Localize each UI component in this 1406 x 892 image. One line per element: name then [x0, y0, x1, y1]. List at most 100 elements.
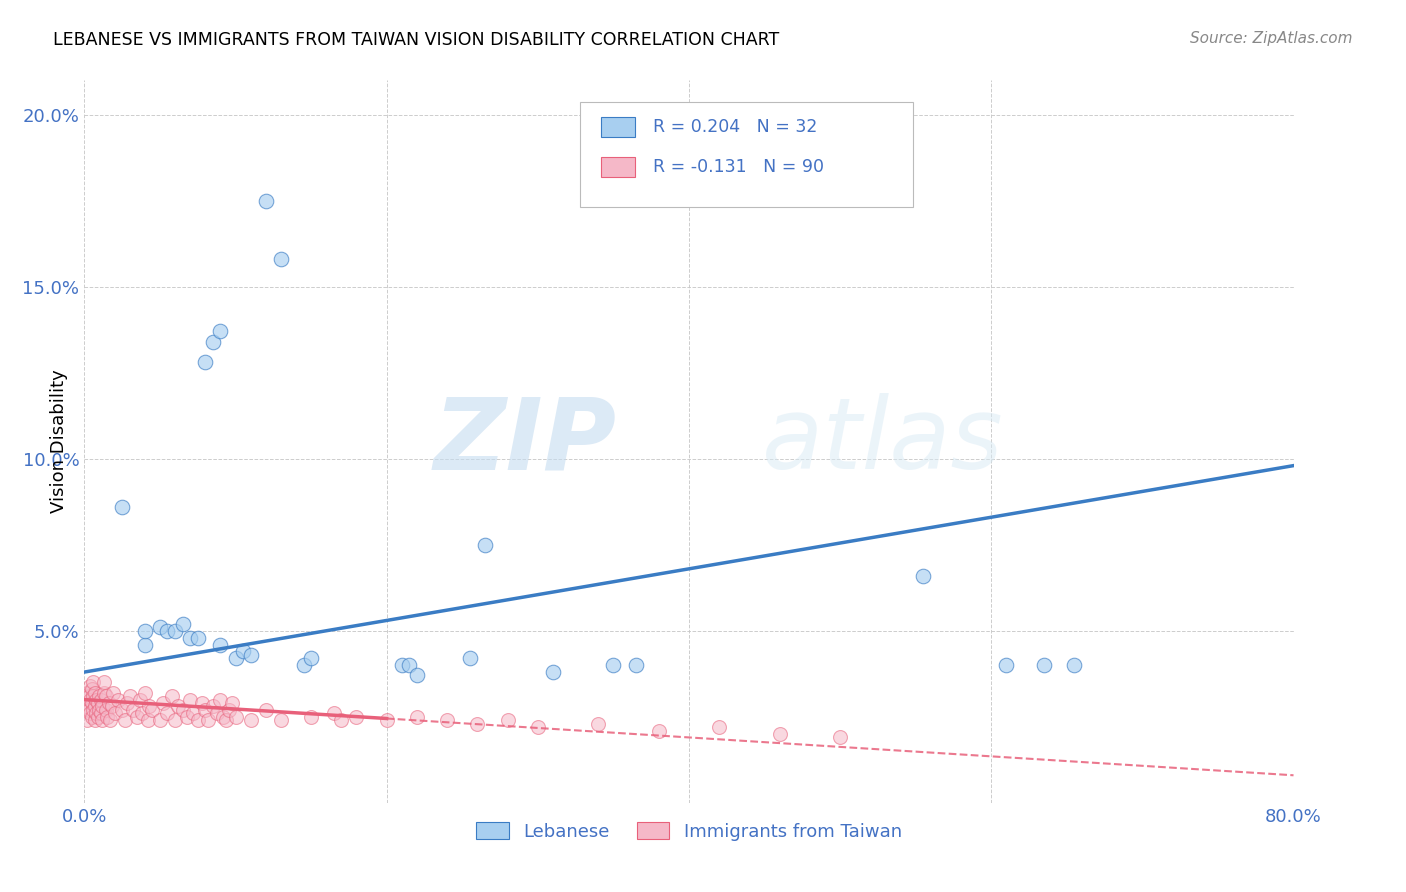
Point: [239, 648, 262, 662]
Point: [149, 620, 172, 634]
Point: [209, 325, 232, 339]
Point: [181, 706, 204, 721]
Point: [541, 665, 564, 679]
Point: [194, 703, 217, 717]
Point: [79, 692, 101, 706]
Point: [207, 706, 229, 721]
Point: [165, 624, 187, 638]
Point: [90, 692, 112, 706]
Point: [912, 568, 935, 582]
Point: [115, 696, 138, 710]
Point: [93, 675, 115, 690]
Text: Source: ZipAtlas.com: Source: ZipAtlas.com: [1189, 31, 1353, 46]
Point: [134, 638, 156, 652]
Point: [114, 713, 136, 727]
Point: [80, 682, 103, 697]
Point: [270, 713, 292, 727]
Point: [346, 710, 368, 724]
Point: [80, 696, 103, 710]
Point: [87, 696, 110, 710]
Point: [467, 716, 489, 731]
Point: [94, 689, 117, 703]
Text: LEBANESE VS IMMIGRANTS FROM TAIWAN VISION DISABILITY CORRELATION CHART: LEBANESE VS IMMIGRANTS FROM TAIWAN VISIO…: [53, 31, 780, 49]
Point: [179, 631, 201, 645]
Point: [79, 706, 101, 721]
Point: [129, 692, 152, 706]
Text: R = -0.131   N = 90: R = -0.131 N = 90: [652, 158, 824, 176]
Point: [624, 658, 647, 673]
Point: [225, 710, 247, 724]
Point: [136, 713, 159, 727]
FancyBboxPatch shape: [581, 102, 912, 207]
Point: [995, 658, 1018, 673]
Point: [134, 686, 156, 700]
Point: [160, 689, 183, 703]
Bar: [600, 117, 634, 137]
Point: [254, 703, 277, 717]
Point: [86, 692, 108, 706]
Point: [225, 651, 247, 665]
Point: [197, 713, 219, 727]
Point: [76, 686, 98, 700]
Point: [209, 692, 232, 706]
Text: atlas: atlas: [762, 393, 1002, 490]
Point: [82, 689, 104, 703]
Point: [1033, 658, 1056, 673]
Point: [86, 706, 108, 721]
Point: [330, 713, 353, 727]
Point: [172, 703, 194, 717]
Point: [118, 689, 141, 703]
Point: [84, 699, 107, 714]
Point: [91, 713, 114, 727]
Point: [94, 703, 117, 717]
Point: [232, 644, 254, 658]
Point: [474, 538, 496, 552]
Point: [179, 692, 201, 706]
Point: [239, 713, 262, 727]
Point: [299, 710, 322, 724]
Point: [98, 713, 121, 727]
Point: [156, 624, 179, 638]
Point: [527, 720, 550, 734]
Point: [1063, 658, 1085, 673]
Point: [82, 675, 104, 690]
Bar: [600, 157, 634, 178]
Text: ZIP: ZIP: [433, 393, 616, 490]
Point: [187, 713, 209, 727]
Point: [101, 686, 124, 700]
Point: [191, 696, 214, 710]
Y-axis label: Vision Disability: Vision Disability: [49, 369, 67, 514]
Point: [436, 713, 458, 727]
Point: [167, 699, 190, 714]
Point: [209, 638, 232, 652]
Point: [100, 699, 122, 714]
Point: [97, 696, 120, 710]
Point: [215, 713, 238, 727]
Point: [218, 703, 240, 717]
Point: [176, 710, 198, 724]
Legend: Lebanese, Immigrants from Taiwan: Lebanese, Immigrants from Taiwan: [470, 815, 908, 848]
Point: [212, 710, 235, 724]
Point: [75, 699, 97, 714]
Point: [398, 658, 420, 673]
Point: [292, 658, 315, 673]
Point: [80, 710, 103, 724]
Point: [121, 703, 143, 717]
Point: [172, 616, 194, 631]
Point: [709, 720, 731, 734]
Point: [194, 355, 217, 369]
Point: [391, 658, 413, 673]
Point: [79, 679, 101, 693]
Point: [111, 500, 134, 514]
Point: [375, 713, 398, 727]
Point: [76, 713, 98, 727]
Point: [152, 696, 174, 710]
Point: [90, 706, 112, 721]
Point: [588, 716, 610, 731]
Point: [322, 706, 344, 721]
Point: [648, 723, 671, 738]
Point: [89, 703, 111, 717]
Point: [406, 668, 429, 682]
Point: [127, 710, 149, 724]
Point: [602, 658, 624, 673]
